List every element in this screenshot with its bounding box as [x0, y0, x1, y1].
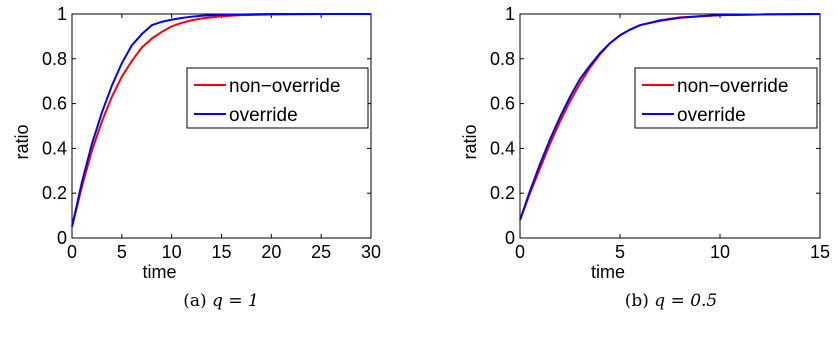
panel-b: 0 5 10 15 0 0.2 0.4 0.6 0.8 1 time ratio non−overrid… — [460, 4, 830, 311]
y-tick-label: 1 — [57, 4, 67, 24]
x-axis-label: time — [142, 262, 176, 282]
legend-label: override — [677, 105, 746, 126]
legend-label: override — [229, 105, 298, 126]
y-tick-label: 0.4 — [490, 138, 515, 158]
legend: non−override override — [634, 67, 818, 129]
series-line-override — [519, 13, 821, 221]
caption-label: (b) — [625, 291, 655, 311]
y-tick-label: 1 — [505, 4, 515, 24]
x-tick-label: 5 — [615, 242, 625, 262]
y-tick-label: 0.4 — [42, 138, 67, 158]
caption-math: q = 0.5 — [654, 291, 717, 311]
legend-box — [634, 67, 818, 129]
legend-label: non−override — [677, 76, 788, 97]
y-axis-label: ratio — [12, 124, 32, 159]
legend: non−override override — [186, 67, 369, 129]
y-tick-label: 0.2 — [42, 183, 67, 203]
legend-box — [186, 67, 369, 129]
caption-math: q = 1 — [212, 291, 259, 311]
figure-caption: (b) q = 0.5 — [625, 291, 718, 311]
x-tick-label: 5 — [117, 242, 127, 262]
legend-label: non−override — [229, 76, 340, 97]
x-tick-label: 0 — [67, 242, 77, 262]
series-line-override — [71, 13, 371, 228]
y-tick-label: 0.6 — [490, 94, 515, 114]
x-tick-label: 15 — [810, 242, 830, 262]
y-tick-label: 0.8 — [42, 49, 67, 69]
y-tick-label: 0 — [57, 228, 67, 248]
figure-caption: (a) q = 1 — [183, 291, 259, 311]
x-tick-label: 30 — [361, 242, 381, 262]
x-tick-label: 10 — [710, 242, 730, 262]
x-tick-label: 25 — [311, 242, 331, 262]
x-tick-label: 0 — [515, 242, 525, 262]
y-tick-label: 0.8 — [490, 49, 515, 69]
x-tick-label: 10 — [162, 242, 182, 262]
y-tick-label: 0.6 — [42, 94, 67, 114]
y-axis-label: ratio — [460, 124, 480, 159]
caption-label: (a) — [183, 291, 212, 311]
x-axis-label: time — [591, 262, 625, 282]
panel-a: 0 5 10 15 20 25 30 0 0.2 0.4 0.6 0.8 1 time ratio non−o… — [12, 4, 381, 311]
x-tick-label: 15 — [211, 242, 231, 262]
y-tick-label: 0 — [505, 228, 515, 248]
x-tick-label: 20 — [261, 242, 281, 262]
y-tick-label: 0.2 — [490, 183, 515, 203]
